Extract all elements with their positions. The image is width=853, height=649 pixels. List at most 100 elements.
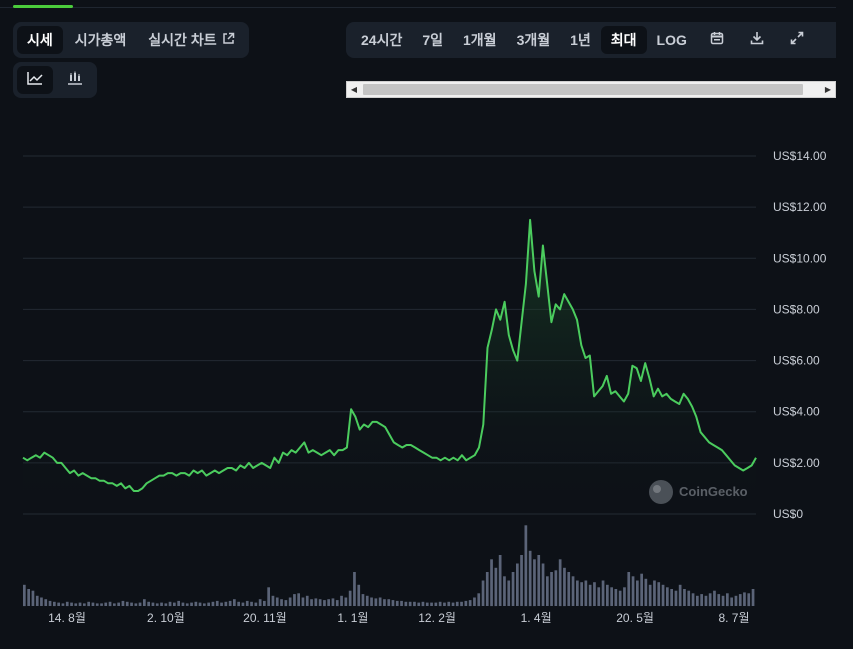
x-tick-label: 1. 4월: [521, 611, 552, 625]
volume-bar: [430, 602, 433, 606]
scrollbar-thumb[interactable]: [363, 84, 803, 95]
volume-bar: [503, 576, 506, 606]
volume-bar: [365, 595, 369, 606]
y-tick-label: US$4.00: [773, 405, 820, 419]
volume-bar: [267, 587, 270, 606]
volume-bar: [241, 602, 245, 606]
volume-bar: [443, 602, 446, 606]
scroll-right-arrow-icon[interactable]: ▶: [824, 85, 832, 94]
volume-bar: [584, 580, 588, 606]
x-tick-label: 20. 5월: [616, 611, 654, 625]
volume-bar: [640, 573, 643, 606]
candlestick-chart-button[interactable]: [57, 66, 93, 94]
volume-bar: [151, 602, 155, 606]
fullscreen-button[interactable]: [777, 26, 817, 54]
volume-bar: [233, 599, 236, 606]
volume-bar: [743, 592, 746, 606]
top-divider: [0, 7, 836, 8]
volume-bar: [245, 600, 249, 606]
volume-bar: [275, 597, 279, 606]
price-line: [22, 218, 757, 492]
volume-bar: [451, 602, 455, 606]
volume-bar: [636, 580, 639, 606]
volume-bar: [374, 598, 378, 606]
volume-bar: [314, 598, 318, 606]
navigator-scrollbar[interactable]: ◀ ▶: [346, 81, 836, 98]
volume-bar: [211, 601, 215, 607]
tab-price[interactable]: 시세: [17, 26, 63, 54]
volume-bar: [687, 590, 691, 606]
volume-bar: [593, 582, 596, 606]
volume-bar: [383, 599, 386, 606]
volume-bar: [666, 587, 669, 606]
volume-bar: [155, 603, 159, 606]
range-3m[interactable]: 3개월: [516, 32, 551, 48]
volume-bar: [387, 599, 391, 606]
range-7d[interactable]: 7일: [422, 32, 444, 48]
volume-bar: [648, 584, 652, 607]
volume-bar: [83, 603, 86, 606]
volume-bar: [335, 600, 339, 607]
volume-bar: [683, 589, 686, 606]
x-tick-label: 14. 8월: [48, 611, 86, 625]
y-tick-label: US$12.00: [773, 200, 827, 214]
volume-bar: [323, 600, 326, 607]
volume-bar: [164, 603, 168, 606]
range-log[interactable]: LOG: [656, 32, 687, 48]
volume-bar: [657, 582, 661, 606]
volume-bar: [541, 563, 545, 606]
range-1y[interactable]: 1년: [570, 32, 591, 48]
volume-bar: [27, 589, 30, 606]
volume-bar: [318, 599, 322, 606]
volume-bar: [726, 593, 729, 607]
coingecko-logo-icon: [649, 480, 673, 504]
volume-bar: [100, 603, 103, 606]
range-24h[interactable]: 24시간: [361, 32, 403, 48]
volume-bar: [117, 602, 120, 606]
volume-bar: [53, 601, 56, 607]
volume-bar: [44, 599, 48, 606]
volume-bar: [606, 584, 609, 607]
calendar-button[interactable]: [697, 26, 737, 54]
volume-bar: [370, 597, 373, 606]
volume-bar: [713, 590, 716, 606]
download-button[interactable]: [737, 26, 777, 54]
volume-bar: [425, 602, 429, 606]
volume-bar: [464, 600, 468, 606]
volume-bar: [65, 601, 69, 607]
volume-bar: [177, 600, 180, 606]
tab-live-chart[interactable]: 실시간 차트: [138, 26, 244, 54]
grid-lines: [23, 155, 756, 515]
volume-bar: [340, 595, 343, 606]
volume-bar: [331, 598, 335, 606]
download-icon: [750, 31, 764, 50]
y-tick-label: US$6.00: [773, 354, 820, 368]
volume-bar: [674, 590, 678, 606]
y-tick-label: US$10.00: [773, 251, 827, 265]
line-chart-button[interactable]: [17, 66, 53, 94]
volume-bar: [485, 572, 489, 606]
volume-bar: [301, 597, 305, 606]
volume-bar: [395, 600, 399, 606]
volume-bar: [537, 555, 541, 606]
x-axis-labels: 14. 8월 2. 10월 20. 11월 1. 1월 12. 2월 1. 4월 20. 5…: [48, 611, 749, 625]
volume-bar: [173, 602, 176, 606]
volume-bar: [160, 602, 163, 606]
volume-bar: [391, 600, 395, 607]
volume-bar: [747, 593, 751, 607]
coingecko-logo-eye: [653, 485, 661, 493]
volume-bar: [653, 580, 656, 606]
chart-type-toggle: [13, 62, 97, 98]
range-max[interactable]: 최대: [600, 26, 647, 54]
volume-bar: [627, 572, 631, 606]
tab-market-cap-label: 시가총액: [74, 32, 127, 48]
volume-bar: [297, 593, 300, 607]
scroll-left-arrow-icon[interactable]: ◀: [350, 85, 358, 94]
tab-market-cap[interactable]: 시가총액: [65, 26, 137, 54]
volume-bar: [353, 572, 356, 606]
volume-bar: [670, 589, 673, 606]
metric-tabs: 시세 시가총액 실시간 차트: [13, 22, 249, 58]
range-1m[interactable]: 1개월: [463, 32, 497, 48]
volume-bar: [730, 597, 733, 606]
volume-bar: [61, 603, 65, 606]
